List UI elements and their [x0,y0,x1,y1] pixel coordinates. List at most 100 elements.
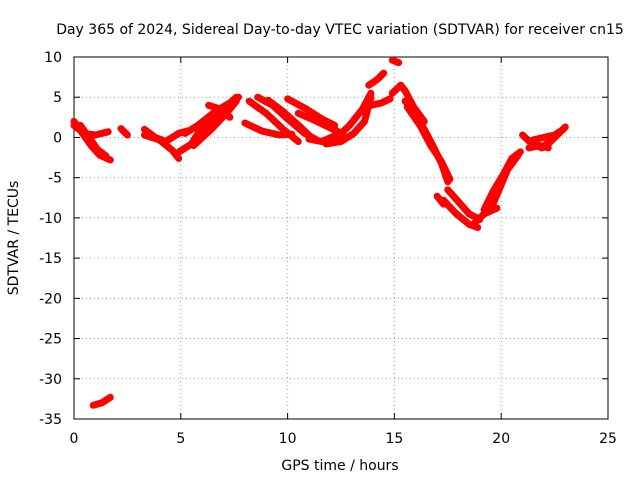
data-point [416,122,424,129]
data-point [141,126,148,133]
data-point [209,124,216,131]
y-tick-label: -20 [39,291,62,307]
y-tick-label: -10 [39,211,62,227]
y-tick-label: 5 [53,90,62,106]
data-point [438,158,445,165]
data-point [265,97,272,104]
series-arc-3 [76,121,110,160]
data-point [105,128,112,135]
data-point [401,98,409,105]
y-axis-label: SDTVAR / TECUs [6,181,22,296]
series-line [529,125,567,144]
data-point [389,90,396,97]
series-line [487,151,522,214]
series-arc-32 [487,151,522,214]
series-arc-21 [367,95,394,109]
y-tick-label: -30 [39,372,62,388]
data-point [124,131,131,139]
data-point [444,186,451,193]
data-point [495,186,503,193]
x-axis-label: GPS time / hours [281,458,398,474]
data-point [365,82,372,89]
series-line [190,97,240,149]
data-point [504,166,511,173]
data-point [322,140,330,148]
y-tick-label: 10 [44,50,62,66]
data-point [374,76,381,83]
data-point [205,102,212,109]
data-point [156,136,163,144]
data-point [181,130,189,137]
data-point [480,206,488,213]
data-point [107,156,114,164]
data-point [107,394,114,401]
data-point [525,144,533,152]
y-tick-label: -15 [39,251,62,267]
data-point [378,99,385,107]
data-point [350,130,357,137]
data-point [194,130,202,137]
data-point [246,98,253,105]
series-arc-11 [190,97,240,149]
series-arc-4 [117,125,131,139]
x-tick-label: 10 [279,431,297,447]
data-point [545,140,552,148]
data-point [92,131,99,139]
x-tick-label: 25 [599,431,617,447]
y-tick-label: -5 [48,171,62,187]
data-point [77,122,84,129]
data-point [224,108,231,115]
x-tick-label: 5 [176,431,185,447]
data-point [380,69,387,77]
data-point [280,108,287,115]
data-point [263,110,270,117]
data-point [280,126,287,133]
data-point [288,131,296,138]
data-point [175,130,182,137]
series-line [444,186,484,223]
series-line [76,121,110,160]
data-point [367,90,375,97]
series-arc-13 [241,119,296,139]
data-point [515,151,522,159]
data-point [453,210,460,218]
data-point [117,125,125,132]
y-tick-label: -35 [39,412,62,428]
data-point [254,94,261,101]
data-point [329,138,336,145]
data-point [275,131,283,139]
plot-frame [73,56,609,420]
data-point [446,176,454,183]
data-point [359,106,366,113]
data-point [470,221,477,228]
data-point [389,57,396,64]
data-point [395,59,402,66]
data-point [337,138,345,145]
data-point [173,150,180,157]
series-line [284,95,339,129]
data-point [303,106,310,113]
data-point [401,87,409,95]
series-arc-22 [365,69,388,89]
series-arc-20 [329,89,375,145]
data-point [310,116,317,123]
data-point [295,138,302,145]
data-point [361,118,368,125]
series-arc-23 [388,56,403,67]
data-point [386,95,394,103]
data-point [297,123,304,131]
series-line [264,96,315,141]
data-point [98,399,106,407]
data-point [233,98,240,105]
series-line [241,119,296,139]
series-line [294,109,347,138]
data-point [367,102,375,109]
series-arc-5 [89,393,114,409]
data-point [70,122,78,129]
data-point [327,124,334,131]
data-point [295,110,302,117]
data-point [305,135,313,143]
y-tick-label: 0 [53,130,62,146]
x-tick-label: 15 [385,431,403,447]
